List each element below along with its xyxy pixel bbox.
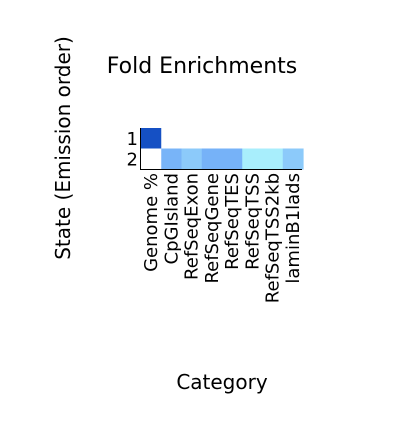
chart-title: Fold Enrichments (107, 54, 297, 79)
x-tick-label-6: RefSeqTSS (242, 173, 263, 270)
x-tick-label-8: laminB1lads (283, 173, 304, 284)
x-tick-label-5: RefSeqTES (222, 173, 243, 270)
x-tick-label-3: RefSeqExon (182, 173, 203, 280)
x-tick-label-7: RefSeqTSS2kb (263, 173, 284, 303)
heatmap-cell-1-8 (282, 128, 304, 150)
y-axis-label: State (Emission order) (51, 36, 75, 260)
heatmap-cell-2-2 (161, 148, 183, 170)
heatmap-cell-1-5 (222, 128, 243, 150)
x-axis-label: Category (176, 370, 268, 394)
y-tick-labels: 12 (127, 129, 138, 171)
heatmap-cell-1-3 (181, 128, 203, 150)
y-tick-label-1: 1 (127, 129, 138, 150)
x-tick-labels: Genome % CpGIsland RefSeqExon RefSeqGene Ref… (141, 173, 304, 303)
heatmap-cell-2-1 (141, 148, 162, 170)
heatmap-cell-2-3 (181, 148, 203, 170)
heatmap-cell-1-7 (262, 128, 284, 150)
heatmap-frame (140, 128, 302, 170)
heatmap-cell-2-5 (222, 148, 243, 170)
heatmap-cell-2-6 (242, 148, 264, 170)
heatmap-cell-2-4 (201, 148, 223, 170)
heatmap-cell-1-2 (161, 128, 183, 150)
heatmap-cell-1-6 (242, 128, 264, 150)
x-tick-label-4: RefSeqGene (202, 173, 223, 284)
heatmap-cell-1-4 (201, 128, 223, 150)
heatmap-cell-1-1 (141, 128, 162, 150)
x-tick-label-1: Genome % (141, 173, 162, 272)
y-tick-label-2: 2 (127, 149, 138, 170)
heatmap-cells (141, 128, 304, 170)
heatmap-cell-2-7 (262, 148, 284, 170)
x-tick-label-2: CpGIsland (161, 173, 182, 265)
heatmap-cell-2-8 (282, 148, 304, 170)
